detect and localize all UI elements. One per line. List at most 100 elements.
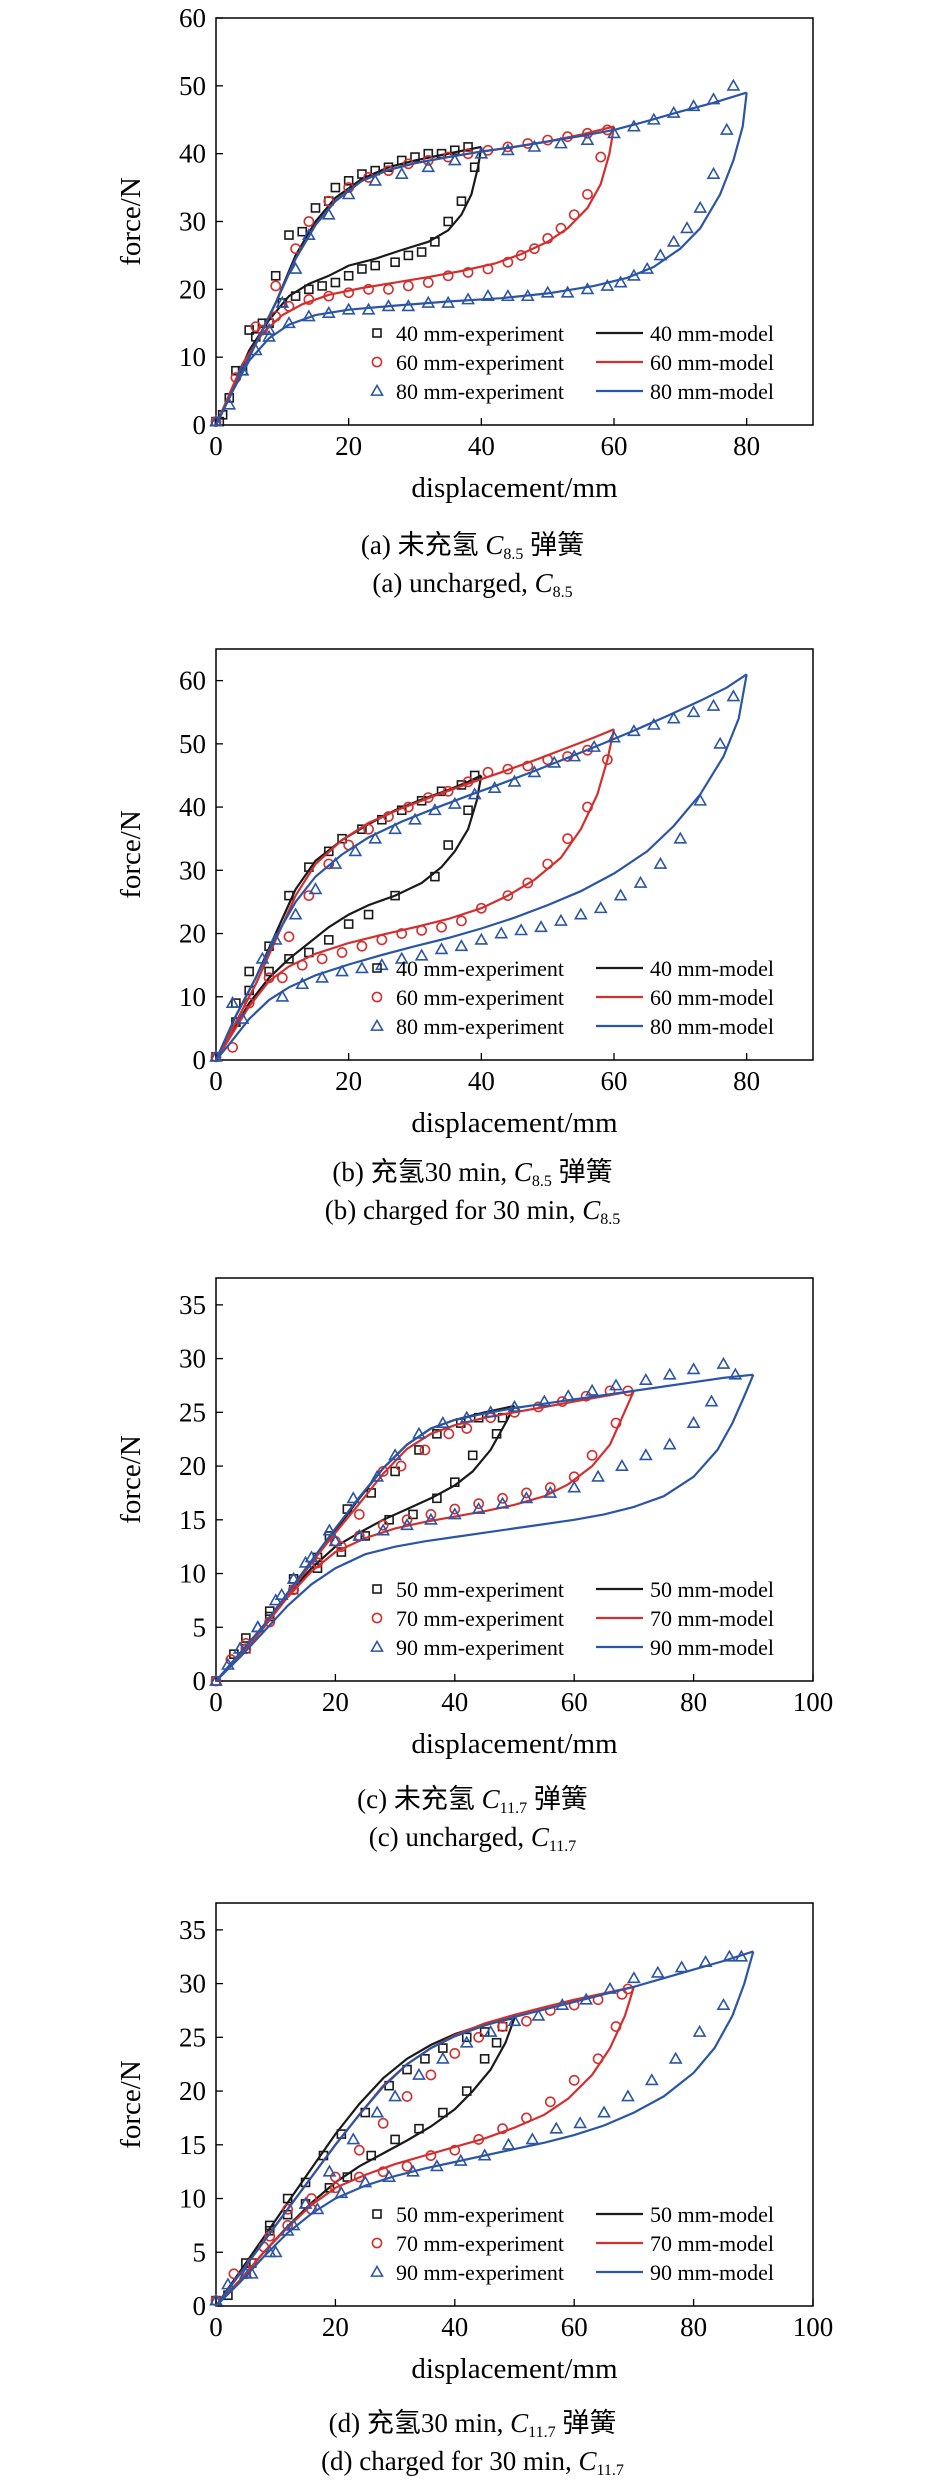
x-tick-label: 80 (680, 1687, 707, 1717)
caption-a-en: (a) uncharged, C8.5 (0, 566, 945, 610)
experiment-point (686, 99, 701, 112)
plot-frame (215, 648, 814, 1061)
experiment-point (698, 1954, 713, 1968)
experiment-point (352, 1528, 367, 1541)
experiment-point (390, 1466, 400, 1477)
experiment-point (255, 951, 270, 964)
caption-a-en-symbol: C (534, 568, 553, 598)
model-line-unloading (215, 775, 483, 1061)
legend-label-model: 40 mm-model (650, 321, 774, 346)
experiment-point (284, 230, 294, 240)
experiment-point (377, 2166, 389, 2178)
experiment-point (627, 268, 641, 281)
experiment-point (330, 182, 341, 193)
experiment-point (554, 136, 568, 149)
experiment-point (329, 2171, 341, 2183)
caption-d-cn-prefix: (d) 充氢30 min, (328, 2408, 511, 2438)
x-tick-label: 80 (733, 1066, 760, 1096)
y-tick-label: 5 (193, 2237, 207, 2267)
experiment-point (436, 921, 447, 933)
experiment-point (463, 142, 473, 152)
experiment-point (233, 1641, 247, 1654)
experiment-point (416, 247, 427, 257)
experiment-point (447, 1507, 462, 1520)
experiment-point (376, 1523, 391, 1536)
caption-b-cn-subscript: 8.5 (531, 1173, 552, 1190)
experiment-point (390, 257, 400, 268)
caption-c-cn: (c) 未充氢 C11.7 弹簧 (0, 1782, 945, 1826)
experiment-point (627, 724, 641, 737)
experiment-point (435, 1415, 450, 1429)
y-tick-label: 5 (193, 1612, 207, 1642)
caption-a-cn-suffix: 弹簧 (523, 530, 585, 560)
experiment-point (400, 1518, 414, 1531)
x-tick-label: 100 (793, 2312, 834, 2342)
experiment-point (438, 2107, 448, 2118)
experiment-point (519, 1491, 534, 1504)
experiment-point (384, 1514, 394, 1525)
experiment-point (580, 132, 595, 146)
caption-a-en-prefix: (a) uncharged, (372, 568, 535, 598)
experiment-point (406, 2164, 420, 2177)
experiment-point (601, 754, 613, 766)
experiment-point (716, 1997, 731, 2011)
experiment-point (525, 2132, 540, 2145)
experiment-point (692, 2024, 707, 2037)
legend-label-model: 80 mm-model (650, 379, 774, 404)
caption-a-cn-symbol: C (485, 530, 504, 560)
experiment-point (650, 1965, 665, 1978)
caption-d-cn-subscript: 11.7 (528, 2424, 556, 2441)
experiment-point (693, 793, 708, 806)
experiment-point (443, 1428, 455, 1440)
experiment-point (627, 1971, 641, 1984)
experiment-point (497, 2123, 508, 2135)
experiment-point (463, 805, 473, 816)
experiment-point (728, 1367, 743, 1380)
experiment-point (443, 840, 453, 850)
caption-c-en: (c) uncharged, C11.7 (0, 1820, 945, 1864)
experiment-point (604, 1385, 616, 1397)
x-tick-label: 20 (335, 1066, 362, 1096)
experiment-point (646, 717, 661, 730)
y-tick-label: 30 (179, 1969, 206, 1999)
experiment-point (726, 78, 741, 91)
experiment-point (568, 209, 580, 221)
experiment-point (361, 302, 376, 315)
experiment-point (502, 763, 514, 775)
legend-label-model: 60 mm-model (650, 350, 774, 375)
y-tick-label: 30 (179, 1344, 206, 1374)
legend-label-experiment: 90 mm-experiment (396, 1635, 564, 1660)
experiment-point (348, 844, 363, 857)
experiment-point (424, 1512, 438, 1525)
experiment-point (456, 196, 467, 206)
experiment-point (454, 939, 469, 952)
experiment-point (610, 2021, 622, 2032)
experiment-point (555, 222, 567, 234)
experiment-point (315, 970, 330, 983)
experiment-point (582, 744, 593, 756)
experiment-point (270, 270, 281, 281)
experiment-point (435, 2051, 450, 2064)
legend-marker (371, 2237, 383, 2249)
experiment-point (442, 785, 454, 797)
x-tick-label: 60 (561, 1687, 588, 1717)
experiment-point (329, 2182, 341, 2194)
experiment-point (264, 966, 274, 977)
experiment-point (449, 1503, 461, 1515)
experiment-point (268, 1593, 283, 1606)
legend-marker (372, 2209, 382, 2219)
experiment-point (680, 221, 694, 234)
model-line-loading (215, 1950, 754, 2307)
experiment-point (275, 989, 290, 1002)
experiment-point (240, 1637, 252, 1649)
experiment-point (467, 1450, 478, 1461)
y-tick-label: 10 (179, 2184, 206, 2214)
legend-label-model: 90 mm-model (650, 2260, 774, 2285)
chart-panel-b: 0 20 40 60 80 0 10 20 30 40 50 60 displacement/mm for… (0, 622, 945, 1147)
experiment-point (582, 188, 593, 200)
experiment-point (555, 1997, 570, 2011)
experiment-point (706, 92, 721, 105)
caption-a-cn: (a) 未充氢 C8.5 弹簧 (0, 528, 945, 572)
legend-marker (370, 1018, 384, 1031)
experiment-point (483, 2024, 498, 2037)
